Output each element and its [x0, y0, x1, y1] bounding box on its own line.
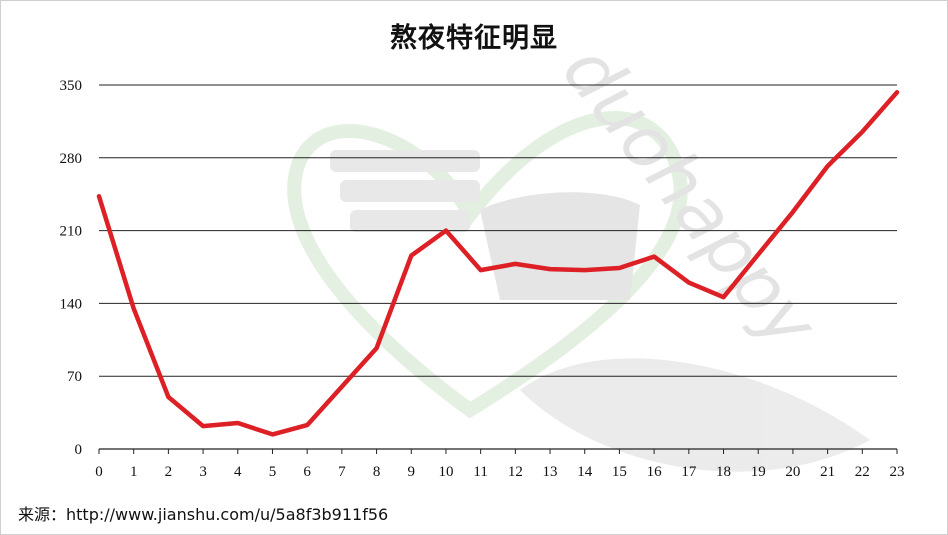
source-note: 来源：http://www.jianshu.com/u/5a8f3b911f56: [18, 505, 389, 524]
x-tick-label: 11: [473, 464, 487, 480]
x-tick-label: 3: [199, 464, 207, 480]
x-tick-label: 5: [269, 464, 277, 480]
y-tick-label: 280: [60, 151, 83, 167]
x-tick-label: 12: [508, 464, 523, 480]
x-tick-label: 13: [543, 464, 558, 480]
x-tick-label: 7: [338, 464, 346, 480]
watermark-animal: [480, 192, 640, 300]
chart-title: 熬夜特征明显: [390, 23, 558, 54]
x-tick-label: 23: [890, 464, 905, 480]
y-tick-label: 140: [60, 296, 83, 312]
x-tick-label: 16: [647, 464, 663, 480]
series-line: [96, 90, 900, 437]
x-tick-label: 20: [785, 464, 800, 480]
x-tick-label: 1: [130, 464, 138, 480]
x-tick-label: 10: [438, 464, 453, 480]
x-tick-label: 18: [716, 464, 731, 480]
watermark-leaf: [520, 358, 870, 472]
x-tick-label: 15: [612, 464, 627, 480]
x-tick-label: 22: [855, 464, 870, 480]
watermark-books: [330, 150, 480, 232]
x-tick-label: 0: [95, 464, 103, 480]
y-tick-label: 70: [67, 369, 82, 385]
x-tick-label: 8: [373, 464, 381, 480]
x-tick-label: 4: [234, 464, 242, 480]
x-tick-label: 2: [165, 464, 173, 480]
y-tick-label: 350: [60, 78, 83, 94]
x-tick-label: 6: [303, 464, 311, 480]
x-tick-label: 21: [820, 464, 835, 480]
y-tick-label: 0: [75, 442, 83, 458]
x-tick-label: 19: [751, 464, 766, 480]
x-tick-label: 14: [577, 464, 593, 480]
y-tick-label: 210: [60, 224, 83, 240]
watermark-heart: [287, 111, 688, 419]
x-tick-label: 17: [681, 464, 697, 480]
x-tick-label: 9: [408, 464, 416, 480]
